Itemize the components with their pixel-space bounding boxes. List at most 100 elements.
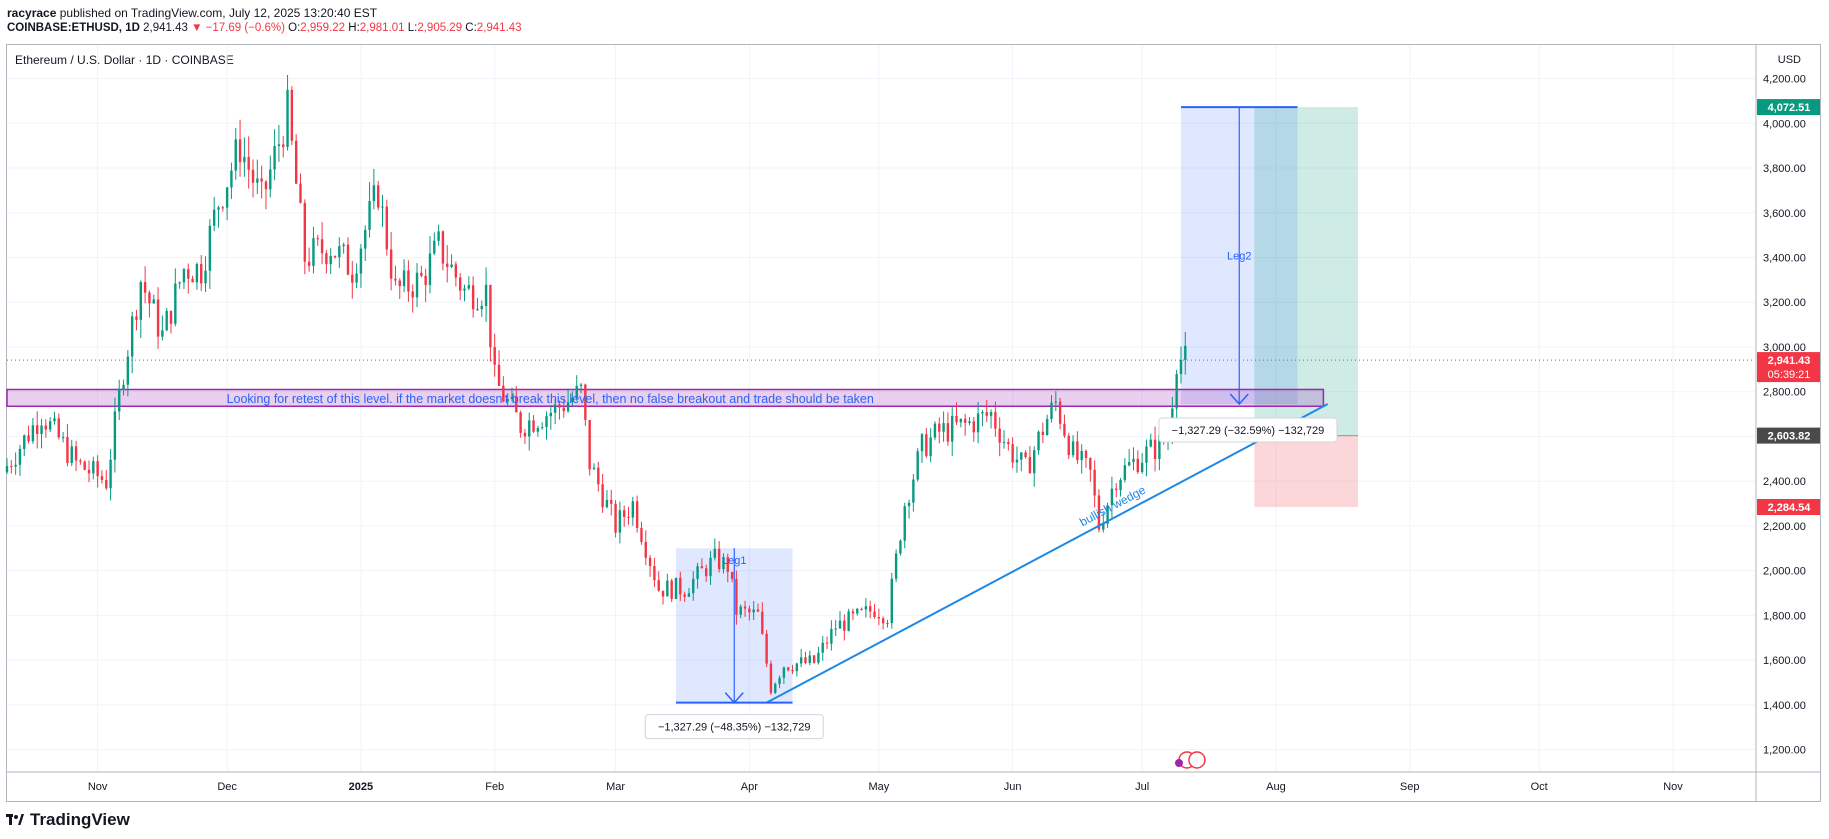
candle-body xyxy=(433,240,436,254)
grid xyxy=(7,45,1755,772)
y-tick-label: 3,400.00 xyxy=(1763,253,1806,265)
candle-body xyxy=(260,178,263,182)
y-tick-label: 2,800.00 xyxy=(1763,387,1806,399)
candle-body xyxy=(1102,523,1105,530)
close-value: 2,941.43 xyxy=(476,22,522,34)
candle-body xyxy=(502,385,505,402)
publisher-name[interactable]: racyrace xyxy=(7,6,57,20)
candle-body xyxy=(1011,444,1014,463)
candle-body xyxy=(549,412,553,417)
candle-body xyxy=(851,611,855,614)
candle-body xyxy=(243,156,246,163)
candle-body xyxy=(584,384,587,420)
candle-body xyxy=(523,432,527,437)
leg2-label: Leg2 xyxy=(1227,251,1251,263)
x-tick-label: Feb xyxy=(485,781,504,793)
price-tag xyxy=(1757,99,1820,116)
candle-body xyxy=(156,299,160,337)
candle-body xyxy=(307,261,311,266)
candle-body xyxy=(497,364,501,386)
x-tick-label: Nov xyxy=(88,781,108,793)
price-tag xyxy=(1757,499,1820,516)
candle-body xyxy=(247,156,250,170)
candle-body xyxy=(212,209,216,226)
candle-body xyxy=(273,146,276,170)
candle-body xyxy=(10,466,13,468)
candle-body xyxy=(446,263,449,268)
candle-body xyxy=(825,642,829,644)
candle-body xyxy=(1115,488,1118,491)
candle-body xyxy=(713,548,717,558)
y-tick-label: 3,600.00 xyxy=(1763,208,1806,220)
candle-body xyxy=(761,611,764,634)
candle-body xyxy=(605,499,609,508)
y-tick-label: 3,000.00 xyxy=(1763,342,1806,354)
y-tick-label: 1,400.00 xyxy=(1763,700,1806,712)
x-tick-label: Mar xyxy=(606,781,625,793)
candle-body xyxy=(40,425,43,434)
candle-body xyxy=(18,448,22,465)
candle-body xyxy=(208,225,212,271)
price-axis[interactable]: 4,200.00 4,000.00 3,800.00 3,600.00 3,400.00… xyxy=(1755,45,1820,801)
candle-body xyxy=(894,553,898,579)
y-tick-label: 4,200.00 xyxy=(1763,74,1806,86)
candle-body xyxy=(778,677,781,684)
candle-body xyxy=(325,253,328,265)
candle-body xyxy=(484,284,488,307)
high-value: 2,981.01 xyxy=(359,22,405,34)
candle-body xyxy=(161,330,164,337)
candle-body xyxy=(903,506,906,541)
candle-body xyxy=(230,170,233,188)
candle-body xyxy=(256,178,259,183)
candle-body xyxy=(70,446,73,463)
candle-body xyxy=(122,384,125,390)
candle-body xyxy=(614,503,617,533)
candle-body xyxy=(601,484,604,508)
candle-body xyxy=(933,423,937,438)
candle-body xyxy=(238,139,242,163)
y-tick-label: 3,800.00 xyxy=(1763,163,1806,175)
candle-body xyxy=(454,264,458,278)
candle-body xyxy=(355,273,358,283)
x-tick-label: May xyxy=(868,781,889,793)
candle-body xyxy=(329,255,332,265)
candle-body xyxy=(743,606,747,609)
candle-body xyxy=(152,299,155,304)
candle-body xyxy=(100,476,104,480)
candle-body xyxy=(1140,462,1144,473)
candle-body xyxy=(571,397,574,402)
candle-body xyxy=(985,412,988,416)
candle-body xyxy=(394,278,397,281)
candle-body xyxy=(1050,402,1053,419)
candle-body xyxy=(752,609,755,613)
candle-body xyxy=(1110,488,1114,506)
candle-body xyxy=(821,642,824,653)
time-axis[interactable]: Nov Dec 2025 Feb Mar Apr May Jun Jul Aug Sep Oct Nov xyxy=(6,771,1821,793)
candle-body xyxy=(441,231,445,264)
candle-body xyxy=(592,467,596,470)
candle-body xyxy=(169,310,173,324)
candle-body xyxy=(290,89,294,141)
currency-button[interactable]: USD xyxy=(1777,54,1801,66)
candle-body xyxy=(683,594,686,597)
candle-body xyxy=(631,501,635,518)
candle-body xyxy=(96,461,99,477)
chart-frame[interactable] xyxy=(6,44,1821,802)
candle-body xyxy=(540,427,544,429)
footer-brand-text: TradingView xyxy=(30,810,130,829)
y-tick-label: 1,600.00 xyxy=(1763,655,1806,667)
symbol-label[interactable]: COINBASE:ETHUSD, 1D xyxy=(7,22,140,34)
candle-body xyxy=(402,270,406,287)
candle-body xyxy=(791,670,794,672)
candle-body xyxy=(968,421,971,423)
x-tick-label: Aug xyxy=(1266,781,1286,793)
candle-body xyxy=(877,616,881,619)
candle-body xyxy=(143,282,147,293)
candle-body xyxy=(204,270,207,284)
candle-body xyxy=(264,181,268,190)
candle-body xyxy=(890,578,893,624)
candle-body xyxy=(195,264,199,283)
candle-body xyxy=(31,425,35,442)
candle-body xyxy=(1119,479,1122,491)
